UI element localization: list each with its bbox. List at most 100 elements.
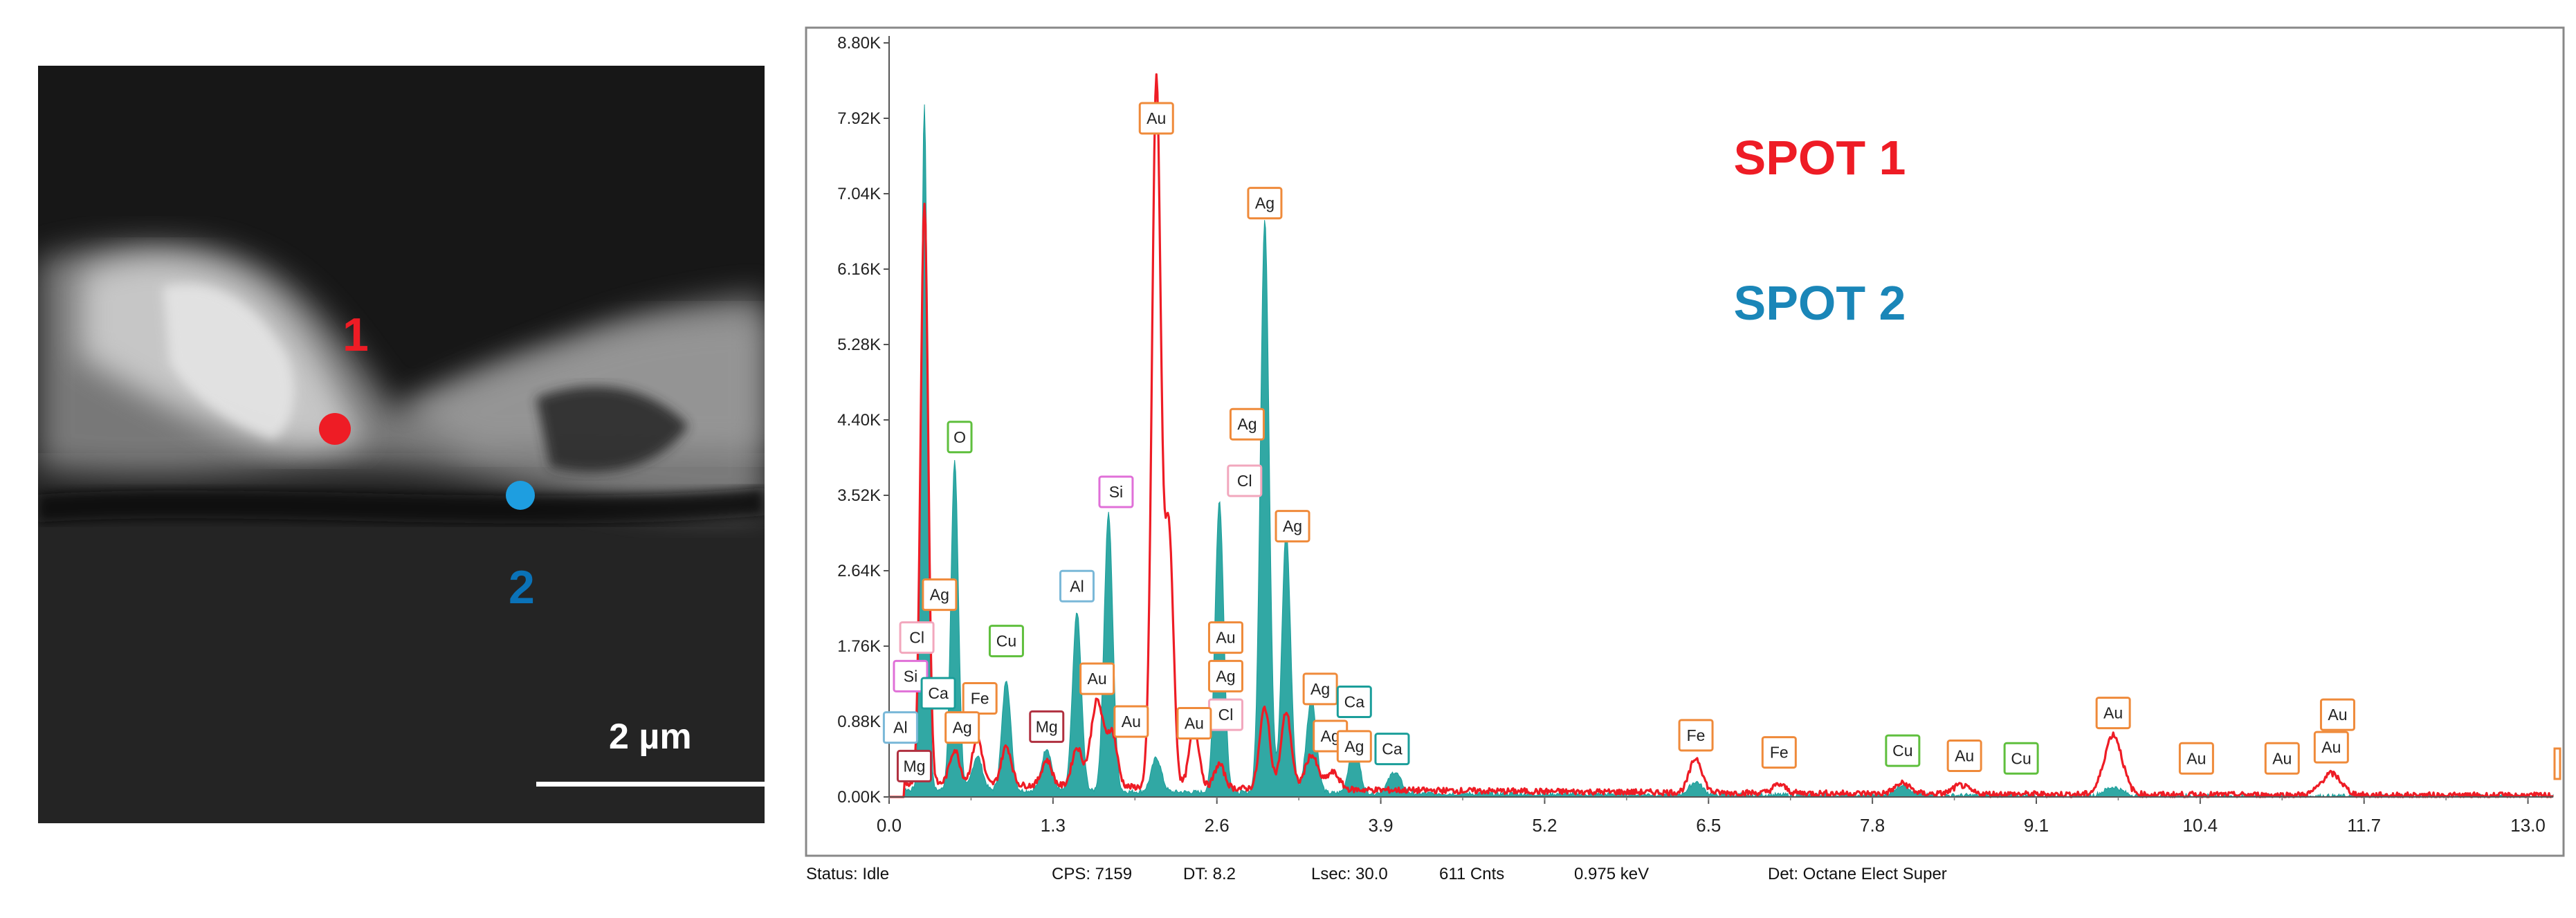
peak-label-ag: Ag <box>944 711 980 744</box>
svg-text:Au: Au <box>1122 713 1141 731</box>
svg-text:Ag: Ag <box>1255 194 1275 212</box>
svg-text:Ag: Ag <box>1283 517 1302 535</box>
peak-label-cu: Cu <box>2003 742 2039 775</box>
svg-text:Au: Au <box>2321 738 2341 756</box>
peak-label-cl: Cl <box>899 621 935 654</box>
peak-label-au: Au <box>1079 662 1115 695</box>
svg-text:Au: Au <box>2272 749 2292 767</box>
peak-label-ag: Ag <box>1207 659 1243 692</box>
svg-text:Ag: Ag <box>1216 667 1235 685</box>
peak-label-fe: Fe <box>962 682 998 715</box>
svg-text:O: O <box>953 428 966 446</box>
peak-label-au: Au <box>1946 740 1982 773</box>
x-tick-label: 9.1 <box>2024 815 2049 836</box>
svg-text:Ca: Ca <box>1344 693 1365 711</box>
peak-label-edge <box>2553 747 2561 780</box>
peak-label-ag: Ag <box>1229 407 1265 441</box>
sem-texture <box>38 66 765 823</box>
lsec-readout: Lsec: 30.0 <box>1311 865 1388 883</box>
svg-text:Al: Al <box>893 719 907 737</box>
x-tick-label: 10.4 <box>2183 815 2218 836</box>
y-tick-label: 3.52K <box>837 486 881 505</box>
peak-label-au: Au <box>2095 697 2131 730</box>
sem-micrograph: 1 2 2 µm <box>38 66 765 823</box>
svg-text:Cu: Cu <box>996 632 1016 650</box>
x-tick-label: 1.3 <box>1041 815 1066 836</box>
svg-text:Ag: Ag <box>1344 737 1364 755</box>
x-tick-label: 13.0 <box>2510 815 2546 836</box>
spot-label-2: 2 <box>509 561 535 614</box>
peak-label-cu: Cu <box>988 625 1024 658</box>
x-tick-label: 3.9 <box>1368 815 1393 836</box>
svg-text:Cl: Cl <box>1218 706 1234 724</box>
peak-label-ca: Ca <box>1336 686 1372 719</box>
detector-readout: Det: Octane Elect Super <box>1768 865 1947 883</box>
kev-readout: 0.975 keV <box>1574 865 1650 883</box>
peak-label-cl: Cl <box>1207 698 1243 731</box>
cps-readout: CPS: 7159 <box>1052 865 1133 883</box>
svg-text:Au: Au <box>1185 714 1204 732</box>
scale-bar <box>536 782 765 787</box>
y-tick-label: 6.16K <box>837 260 881 279</box>
peak-label-au: Au <box>1113 705 1149 738</box>
svg-text:Au: Au <box>2103 704 2123 722</box>
x-tick-label: 2.6 <box>1205 815 1230 836</box>
spot-label-1: 1 <box>342 309 369 361</box>
peak-label-al: Al <box>882 711 918 744</box>
y-tick-label: 7.92K <box>837 109 881 128</box>
peak-label-cl: Cl <box>1227 464 1263 497</box>
y-tick-label: 1.76K <box>837 637 881 656</box>
x-tick-label: 11.7 <box>2347 815 2381 836</box>
svg-text:Si: Si <box>1109 483 1123 501</box>
svg-text:Au: Au <box>1147 109 1166 127</box>
svg-text:Fe: Fe <box>1770 744 1789 762</box>
y-tick-label: 2.64K <box>837 562 881 580</box>
spot-marker-2 <box>506 481 535 510</box>
peak-label-si: Si <box>1098 475 1134 508</box>
svg-text:Au: Au <box>2328 706 2347 724</box>
peak-label-ca: Ca <box>920 677 956 710</box>
svg-text:Mg: Mg <box>903 757 925 775</box>
y-tick-label: 8.80K <box>837 34 881 53</box>
dt-readout: DT: 8.2 <box>1183 865 1236 883</box>
peak-label-ag: Ag <box>1275 510 1310 543</box>
x-tick-label: 0.0 <box>877 815 902 836</box>
y-tick-label: 5.28K <box>837 336 881 354</box>
x-tick-label: 5.2 <box>1532 815 1557 836</box>
x-tick-label: 6.5 <box>1696 815 1721 836</box>
peak-label-ag: Ag <box>1336 730 1372 763</box>
svg-text:Ca: Ca <box>928 684 949 702</box>
svg-text:Cu: Cu <box>2011 749 2031 767</box>
chart-outer-frame <box>805 26 2565 857</box>
peak-label-fe: Fe <box>1761 736 1797 769</box>
svg-text:Ag: Ag <box>1310 680 1330 698</box>
svg-text:Ag: Ag <box>930 586 949 604</box>
peak-label-mg: Mg <box>896 749 932 782</box>
series-spot-1-line <box>888 73 2554 798</box>
peak-label-cu: Cu <box>1885 734 1921 767</box>
svg-text:Fe: Fe <box>971 690 989 708</box>
peak-label-au: Au <box>1176 706 1212 740</box>
y-tick-label: 0.88K <box>837 713 881 731</box>
peak-label-fe: Fe <box>1678 719 1714 752</box>
spot-marker-1 <box>319 413 351 445</box>
peak-label-ag: Ag <box>1302 672 1338 706</box>
peak-label-au: Au <box>2319 698 2355 731</box>
peak-label-mg: Mg <box>1029 710 1065 743</box>
peak-label-ca: Ca <box>1374 733 1410 766</box>
scale-bar-label: 2 µm <box>609 717 692 757</box>
peak-label-ag: Ag <box>922 578 958 612</box>
peak-label-au: Au <box>2178 742 2214 775</box>
legend-spot-2: SPOT 2 <box>1734 276 1906 330</box>
svg-text:Al: Al <box>1070 577 1084 595</box>
svg-text:Au: Au <box>1088 670 1107 688</box>
svg-text:Cl: Cl <box>909 629 924 647</box>
x-tick-label: 7.8 <box>1860 815 1885 836</box>
svg-text:Fe: Fe <box>1687 726 1706 744</box>
counts-readout: 611 Cnts <box>1439 865 1505 883</box>
svg-text:Mg: Mg <box>1036 717 1058 735</box>
svg-text:Ag: Ag <box>1237 415 1257 433</box>
peak-label-au: Au <box>1138 102 1174 135</box>
svg-text:Au: Au <box>1955 747 1974 765</box>
